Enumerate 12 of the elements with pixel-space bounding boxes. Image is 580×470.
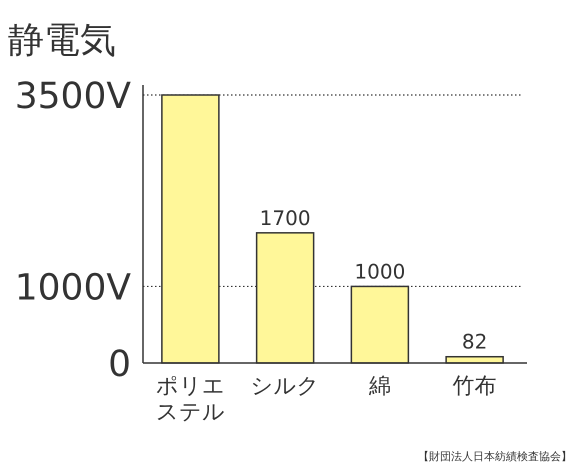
data-label: 82 (462, 330, 488, 354)
x-tick-label: ポリエステル (156, 374, 225, 425)
text: 【財団法人日本紡績検査協会】 (418, 450, 572, 463)
data-label: 1700 (260, 206, 311, 230)
y-tick-label: 1000V (14, 267, 132, 308)
x-tick-label: 綿 (368, 374, 391, 399)
data-label: 1000 (354, 259, 406, 284)
x-tick-label: 竹布 (452, 374, 497, 399)
chart-title: 静電気 (8, 20, 116, 61)
y-tick-label: 0 (108, 344, 131, 385)
y-tick-label: 3500V (14, 76, 132, 117)
x-tick-label: シルク (250, 374, 320, 399)
